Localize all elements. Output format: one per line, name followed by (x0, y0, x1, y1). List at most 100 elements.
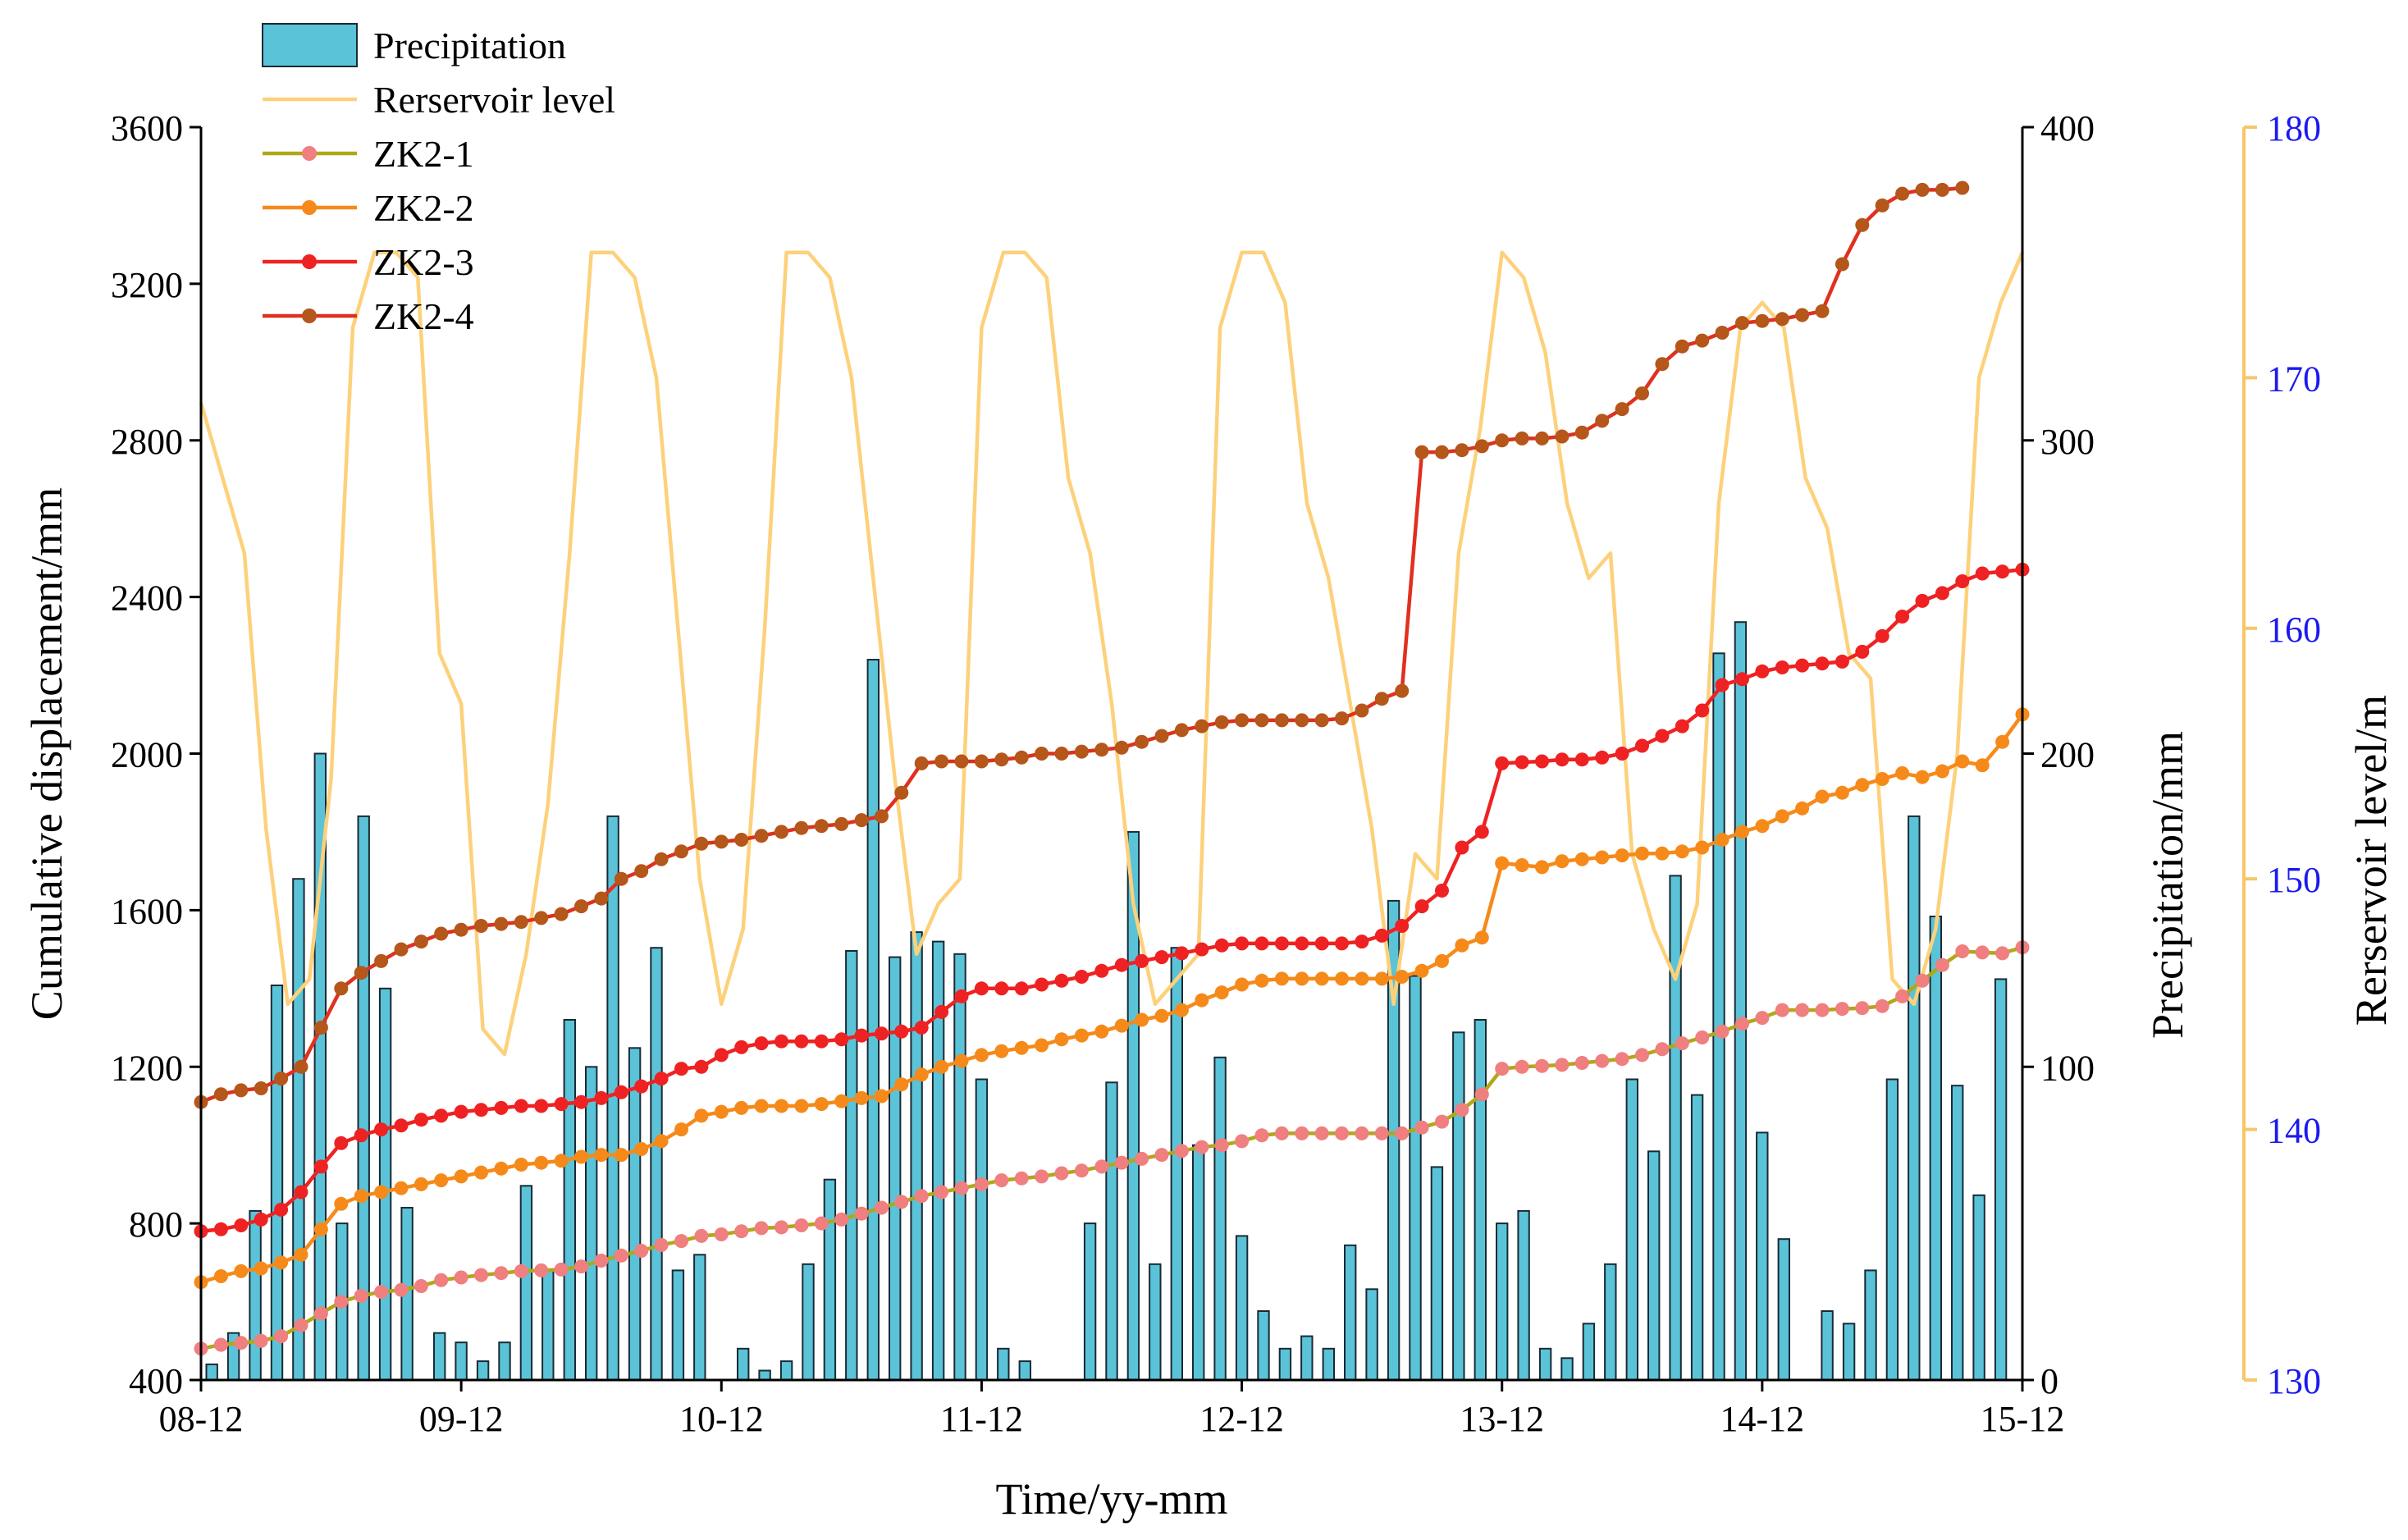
series-point-zk2-1-16 (514, 1264, 528, 1278)
series-point-zk2-4-20 (594, 891, 609, 906)
legend-marker-zk2-2 (302, 200, 317, 215)
series-point-zk2-1-77 (1735, 1017, 1749, 1031)
series-point-zk2-3-86 (1915, 593, 1930, 608)
series-point-zk2-4-76 (1715, 326, 1729, 340)
precipitation-bar-61 (1604, 1263, 1617, 1382)
series-point-zk2-4-82 (1835, 257, 1849, 272)
series-point-zk2-1-2 (234, 1336, 249, 1350)
precipitation-bar-72 (1864, 1269, 1877, 1382)
series-point-zk2-3-39 (974, 981, 989, 996)
precipitation-bar-49 (1344, 1244, 1357, 1382)
series-point-zk2-3-78 (1755, 664, 1770, 679)
series-point-zk2-3-17 (534, 1099, 549, 1113)
series-point-zk2-3-43 (1054, 973, 1069, 988)
series-point-zk2-2-37 (934, 1059, 949, 1074)
chart-axes: 400 800 1200 1600 2000 2400 2800 3200 3600 0 100 20… (22, 108, 2396, 1524)
series-point-zk2-3-77 (1735, 672, 1749, 687)
series-point-zk2-4-50 (1195, 719, 1209, 733)
precipitation-bar-13 (498, 1341, 511, 1381)
series-point-zk2-4-34 (875, 809, 889, 824)
series-point-zk2-1-52 (1235, 1134, 1250, 1149)
series-point-zk2-2-26 (714, 1104, 729, 1119)
series-point-zk2-1-60 (1395, 1126, 1410, 1140)
series-point-zk2-3-41 (1014, 981, 1029, 996)
series-point-zk2-3-46 (1114, 957, 1129, 972)
series-zk2-3 (194, 562, 2030, 1239)
series-point-zk2-4-8 (354, 966, 368, 980)
series-point-zk2-1-42 (1035, 1169, 1049, 1184)
legend-label-zk2-1: ZK2-1 (373, 133, 474, 175)
series-point-zk2-3-52 (1235, 936, 1250, 951)
legend-marker-zk2-1 (302, 146, 317, 161)
series-point-zk2-3-62 (1435, 884, 1449, 898)
series-point-zk2-1-80 (1795, 1003, 1810, 1017)
series-point-zk2-2-6 (313, 1222, 328, 1236)
series-point-zk2-4-6 (313, 1021, 328, 1035)
precipitation-bar-65 (1690, 1094, 1704, 1381)
precipitation-bar-60 (1582, 1323, 1596, 1382)
series-point-zk2-1-55 (1295, 1126, 1309, 1140)
series-point-zk2-2-46 (1114, 1018, 1129, 1033)
series-point-zk2-3-72 (1635, 738, 1649, 753)
series-point-zk2-4-47 (1135, 734, 1149, 749)
precipitation-bar-25 (779, 1360, 793, 1381)
legend-label-zk2-3: ZK2-3 (373, 241, 474, 283)
series-point-zk2-2-8 (354, 1189, 368, 1204)
series-point-zk2-3-20 (594, 1090, 609, 1105)
series-point-zk2-2-64 (1474, 930, 1489, 945)
x-tick-label-6: 14-12 (1720, 1399, 1805, 1439)
precipitation-bar-0 (205, 1363, 218, 1382)
series-point-zk2-4-68 (1555, 429, 1570, 444)
series-point-zk2-4-52 (1235, 713, 1250, 728)
left-tick-label-7: 3200 (111, 265, 183, 305)
precipitation-bar-20 (650, 947, 663, 1381)
x-tick-label-4: 12-12 (1199, 1399, 1284, 1439)
series-point-zk2-1-33 (854, 1206, 869, 1221)
series-point-zk2-2-5 (294, 1247, 308, 1262)
series-point-zk2-2-69 (1574, 852, 1589, 866)
series-point-zk2-2-77 (1735, 825, 1749, 839)
series-point-zk2-1-74 (1675, 1036, 1689, 1051)
series-point-zk2-1-47 (1135, 1151, 1149, 1166)
legend-label-precipitation: Precipitation (373, 25, 566, 66)
precip-tick-label-3: 300 (2040, 422, 2095, 462)
series-point-zk2-3-76 (1715, 678, 1729, 692)
reservoir-tick-label-4: 170 (2267, 359, 2321, 399)
series-point-zk2-2-83 (1855, 778, 1870, 793)
series-point-zk2-1-44 (1074, 1163, 1089, 1178)
series-point-zk2-2-45 (1094, 1024, 1109, 1039)
series-point-zk2-3-7 (334, 1136, 349, 1150)
series-point-zk2-4-80 (1795, 308, 1810, 322)
precipitation-bar-26 (802, 1263, 815, 1382)
x-tick-label-0: 08-12 (159, 1399, 244, 1439)
legend-item-precipitation: Precipitation (262, 23, 566, 67)
series-point-zk2-4-46 (1114, 740, 1129, 755)
series-point-zk2-3-19 (574, 1094, 588, 1109)
series-point-zk2-3-83 (1855, 644, 1870, 659)
precipitation-bar-37 (1083, 1222, 1097, 1381)
series-point-zk2-3-11 (414, 1113, 428, 1127)
series-point-zk2-2-74 (1675, 844, 1689, 859)
precipitation-bar-21 (671, 1269, 685, 1382)
precipitation-bar-58 (1538, 1347, 1552, 1382)
series-point-zk2-3-63 (1455, 840, 1469, 855)
series-point-zk2-2-71 (1615, 848, 1629, 863)
series-point-zk2-2-76 (1715, 833, 1729, 847)
series-point-zk2-1-51 (1214, 1138, 1229, 1153)
series-point-zk2-4-74 (1675, 339, 1689, 354)
precipitation-bar-66 (1712, 652, 1725, 1381)
series-point-zk2-4-75 (1695, 333, 1710, 348)
series-point-zk2-2-88 (1955, 754, 1970, 769)
series-point-zk2-3-49 (1174, 946, 1189, 961)
x-tick-label-7: 15-12 (1981, 1399, 2065, 1439)
series-point-zk2-1-25 (694, 1228, 709, 1243)
precipitation-bar-57 (1517, 1209, 1530, 1382)
series-point-zk2-3-74 (1675, 719, 1689, 733)
series-point-zk2-3-3 (254, 1212, 268, 1227)
series-point-zk2-4-3 (254, 1081, 268, 1095)
series-point-zk2-4-21 (614, 871, 628, 886)
displacement-series (194, 181, 2030, 1356)
series-point-zk2-4-32 (834, 816, 849, 831)
series-point-zk2-1-90 (1995, 946, 2010, 961)
series-point-zk2-3-71 (1615, 747, 1629, 761)
